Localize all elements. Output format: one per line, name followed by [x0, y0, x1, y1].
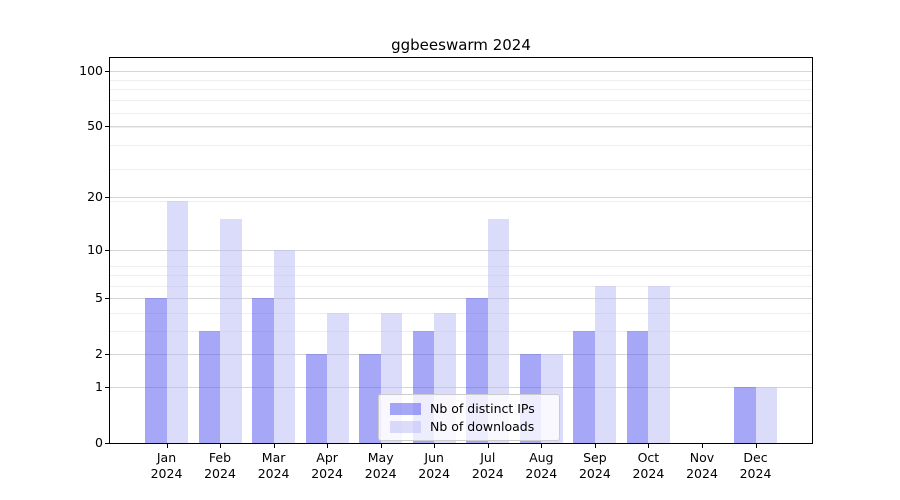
major-gridline — [110, 70, 812, 72]
bar-distinct-ips-may — [359, 354, 381, 443]
bar-downloads-jul — [487, 219, 510, 443]
y-tick-label: 0 — [95, 435, 103, 450]
y-tick-label: 2 — [95, 346, 103, 362]
y-tick-label: 1 — [95, 379, 103, 395]
y-tick-mark — [105, 443, 109, 444]
x-tick-label: Oct 2024 — [632, 450, 665, 481]
bar-layer — [110, 58, 812, 443]
major-gridline — [110, 197, 812, 199]
x-tick-label: Mar 2024 — [257, 450, 290, 481]
legend-swatch-distinct-ips — [390, 402, 421, 415]
x-tick-label: Dec 2024 — [739, 450, 772, 481]
x-tick-label: Jul 2024 — [471, 450, 504, 481]
bar-downloads-dec — [755, 387, 777, 443]
bar-distinct-ips-mar — [252, 298, 274, 443]
y-tick-label: 50 — [87, 117, 103, 133]
minor-gridline — [110, 100, 812, 102]
x-tick-mark — [220, 444, 221, 448]
x-tick-label: May 2024 — [364, 450, 397, 481]
y-tick-label: 20 — [87, 189, 103, 205]
x-tick-label: Apr 2024 — [311, 450, 343, 481]
legend-item-distinct-ips: Nb of distinct IPs — [390, 401, 551, 416]
x-tick-label: Aug 2024 — [525, 450, 558, 481]
minor-gridline — [110, 201, 812, 203]
major-gridline — [110, 249, 812, 251]
bar-downloads-sep — [594, 286, 617, 443]
x-tick-mark — [541, 444, 543, 448]
y-tick-label: 100 — [79, 62, 103, 78]
minor-gridline — [110, 331, 812, 333]
x-tick-label: Jan 2024 — [150, 450, 183, 481]
x-tick-label: Jun 2024 — [418, 450, 451, 481]
major-gridline — [110, 298, 812, 300]
major-gridline — [110, 125, 812, 127]
bar-downloads-apr — [327, 313, 349, 443]
bar-downloads-mar — [273, 249, 296, 443]
chart-title: ggbeeswarm 2024 — [391, 36, 531, 54]
y-tick-label: 10 — [87, 241, 103, 257]
x-tick-label: Feb 2024 — [204, 450, 236, 481]
x-tick-mark — [327, 444, 329, 448]
major-gridline — [110, 387, 812, 389]
major-gridline — [110, 354, 812, 356]
y-tick-mark — [105, 197, 109, 199]
minor-gridline — [110, 89, 812, 91]
x-tick-mark — [380, 444, 382, 448]
y-tick-mark — [105, 387, 109, 389]
minor-gridline — [110, 275, 812, 277]
x-tick-label: Nov 2024 — [686, 450, 718, 481]
bar-distinct-ips-dec — [734, 387, 756, 443]
y-tick-mark — [105, 354, 109, 356]
y-tick-mark — [105, 249, 109, 251]
x-tick-mark — [487, 444, 489, 448]
bar-distinct-ips-apr — [305, 354, 328, 443]
minor-gridline — [110, 145, 812, 147]
y-tick-mark — [105, 298, 109, 300]
y-tick-mark — [105, 70, 109, 72]
x-tick-label: Sep 2024 — [578, 450, 611, 481]
minor-gridline — [110, 79, 812, 81]
y-tick-label: 5 — [95, 290, 103, 306]
legend: Nb of distinct IPs Nb of downloads — [378, 394, 560, 441]
minor-gridline — [110, 286, 812, 287]
bar-downloads-feb — [220, 219, 242, 443]
bar-downloads-oct — [648, 286, 670, 443]
bar-distinct-ips-oct — [626, 331, 649, 443]
legend-label-distinct-ips: Nb of distinct IPs — [430, 401, 535, 416]
minor-gridline — [110, 112, 812, 114]
minor-gridline — [110, 265, 812, 267]
legend-item-downloads: Nb of downloads — [390, 419, 551, 434]
x-tick-mark — [273, 444, 275, 448]
bar-distinct-ips-jan — [145, 298, 167, 443]
minor-gridline — [110, 168, 812, 170]
y-tick-mark — [105, 125, 109, 127]
minor-gridline — [110, 127, 812, 129]
bar-downloads-jan — [166, 201, 188, 443]
x-tick-mark — [755, 444, 757, 448]
legend-label-downloads: Nb of downloads — [430, 419, 535, 434]
x-tick-mark — [434, 444, 436, 448]
x-tick-mark — [594, 444, 596, 448]
bar-distinct-ips-sep — [573, 331, 595, 443]
plot-area: Nb of distinct IPs Nb of downloads — [109, 57, 813, 444]
x-tick-mark — [648, 444, 650, 448]
minor-gridline — [110, 313, 812, 315]
grid-layer — [110, 58, 812, 443]
x-tick-mark — [702, 444, 703, 448]
legend-swatch-downloads — [390, 420, 421, 433]
x-tick-mark — [166, 444, 168, 448]
bar-distinct-ips-feb — [198, 331, 220, 443]
